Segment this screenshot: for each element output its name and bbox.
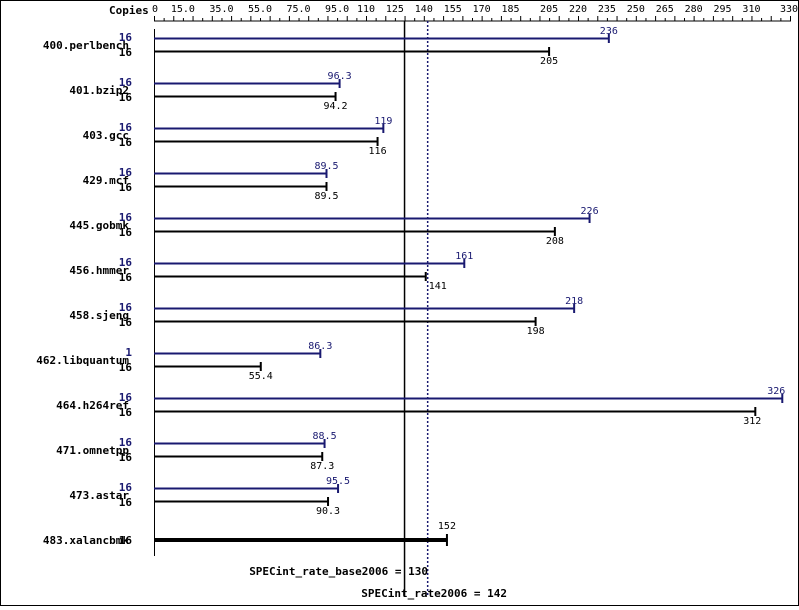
base-copies-label: 16: [119, 496, 133, 509]
base-copies-label: 16: [119, 46, 133, 59]
x-axis-tick-label: 220: [569, 4, 587, 15]
x-axis-tick-label: 250: [627, 4, 645, 15]
x-axis-tick-label: 75.0: [286, 4, 310, 15]
peak-copies-label: 16: [119, 301, 133, 314]
base-copies-label: 16: [119, 91, 133, 104]
reference-label-peak: SPECint_rate2006 = 142: [361, 587, 507, 600]
base-copies-label: 16: [119, 451, 133, 464]
peak-value-label: 236: [600, 26, 618, 37]
peak-value-label: 326: [767, 386, 785, 397]
peak-copies-label: 16: [119, 436, 133, 449]
peak-copies-label: 16: [119, 76, 133, 89]
x-axis-tick-label: 140: [415, 4, 433, 15]
base-value-label: 90.3: [316, 506, 340, 517]
x-axis-tick-label: 15.0: [171, 4, 195, 15]
peak-value-label: 96.3: [328, 71, 352, 82]
base-value-label: 312: [743, 416, 761, 427]
x-axis-tick-label: 170: [473, 4, 491, 15]
peak-copies-label: 16: [119, 31, 133, 44]
copies-header: Copies: [109, 4, 149, 17]
x-axis-tick-label: 235: [598, 4, 616, 15]
peak-copies-label: 16: [119, 211, 133, 224]
x-axis-tick-label: 265: [656, 4, 674, 15]
base-value-label: 141: [429, 281, 447, 292]
base-value-label: 89.5: [314, 191, 338, 202]
x-axis-tick-label: 330: [780, 4, 798, 15]
x-axis-tick-label: 125: [386, 4, 404, 15]
peak-value-label: 161: [455, 251, 473, 262]
peak-copies-label: 16: [119, 166, 133, 179]
base-value-label: 94.2: [324, 101, 348, 112]
base-value-label: 116: [369, 146, 387, 157]
base-copies-label: 16: [119, 316, 133, 329]
base-copies-label: 16: [119, 136, 133, 149]
peak-copies-label: 16: [119, 256, 133, 269]
x-axis-tick-label: 0: [152, 4, 158, 15]
peak-value-label: 119: [374, 116, 392, 127]
benchmark-label: 464.h264ref: [56, 399, 129, 412]
benchmark-label: 456.hmmer: [69, 264, 129, 277]
base-copies-label: 16: [119, 534, 133, 547]
base-copies-label: 16: [119, 181, 133, 194]
x-axis-tick-label: 95.0: [325, 4, 349, 15]
peak-value-label: 218: [565, 296, 583, 307]
base-value-label: 55.4: [249, 371, 273, 382]
x-axis-tick-label: 205: [540, 4, 558, 15]
base-value-label: 208: [546, 236, 564, 247]
benchmark-label: 462.libquantum: [36, 354, 129, 367]
peak-value-label: 88.5: [313, 431, 337, 442]
reference-label-base: SPECint_rate_base2006 = 130: [249, 565, 428, 578]
benchmark-label: 471.omnetpp: [56, 444, 129, 457]
base-value-label: 198: [527, 326, 545, 337]
x-axis-tick-label: 310: [742, 4, 760, 15]
x-axis-tick-label: 35.0: [209, 4, 233, 15]
base-copies-label: 16: [119, 406, 133, 419]
peak-value-label: 226: [581, 206, 599, 217]
peak-value-label: 86.3: [308, 341, 332, 352]
base-value-label: 152: [438, 521, 456, 532]
x-axis-tick-label: 185: [502, 4, 520, 15]
base-copies-label: 16: [119, 271, 133, 284]
benchmark-label: 400.perlbench: [43, 39, 129, 52]
peak-value-label: 89.5: [314, 161, 338, 172]
benchmark-label: 429.mcf: [83, 174, 129, 187]
x-axis-tick-label: 55.0: [248, 4, 272, 15]
benchmark-label: 458.sjeng: [69, 309, 129, 322]
peak-copies-label: 16: [119, 481, 133, 494]
peak-copies-label: 16: [119, 391, 133, 404]
peak-copies-label: 16: [119, 121, 133, 134]
peak-value-label: 95.5: [326, 476, 350, 487]
benchmark-label: 473.astar: [69, 489, 129, 502]
base-copies-label: 16: [119, 226, 133, 239]
benchmark-label: 403.gcc: [83, 129, 129, 142]
base-value-label: 87.3: [310, 461, 334, 472]
base-value-label: 205: [540, 56, 558, 67]
x-axis-tick-label: 155: [444, 4, 462, 15]
x-axis-tick-label: 110: [357, 4, 375, 15]
benchmark-label: 401.bzip2: [69, 84, 129, 97]
base-copies-label: 16: [119, 361, 133, 374]
benchmark-label: 483.xalancbmk: [43, 534, 129, 547]
peak-copies-label: 1: [125, 346, 132, 359]
benchmark-label: 445.gobmk: [69, 219, 129, 232]
x-axis-tick-label: 295: [714, 4, 732, 15]
x-axis-tick-label: 280: [685, 4, 703, 15]
